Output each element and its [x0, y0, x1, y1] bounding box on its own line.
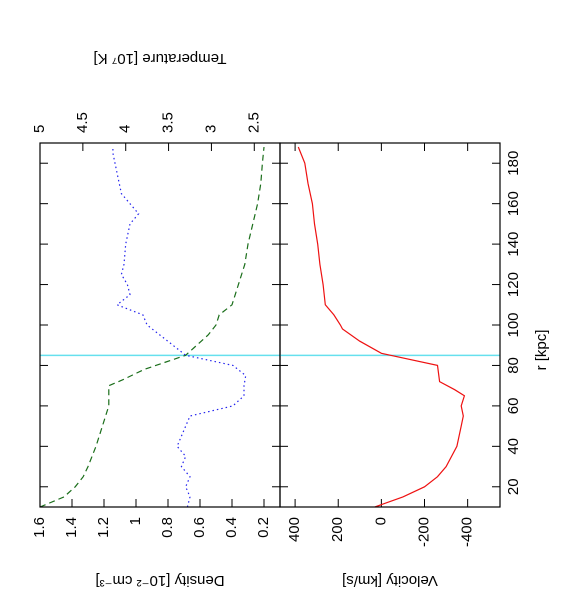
y-tick-label: 0	[372, 517, 389, 525]
y2-tick-label: 2.5	[245, 112, 262, 133]
y-tick-label: 1.2	[95, 517, 112, 538]
data-line	[39, 146, 265, 508]
x-tick-label: 80	[505, 357, 522, 374]
y2-tick-label: 5	[31, 125, 48, 133]
y2-tick-label: 3.5	[160, 112, 177, 133]
y-tick-label: 400	[286, 517, 303, 542]
y-tick-label: 0.6	[191, 517, 208, 538]
x-tick-label: 180	[505, 151, 522, 176]
y-tick-label: 0.8	[159, 517, 176, 538]
y-tick-label: 0.4	[223, 517, 240, 538]
y-tick-label: -200	[415, 517, 432, 547]
x-axis-label: r [kpc]	[533, 330, 550, 371]
y2-tick-label: 4.5	[74, 112, 91, 133]
y-axis-label: Velocity [km/s]	[342, 572, 438, 589]
x-tick-label: 20	[505, 478, 522, 495]
y-tick-label: 1.6	[31, 517, 48, 538]
y-axis-label: Density [10⁻² cm⁻³]	[95, 572, 224, 589]
y-tick-label: 1.4	[63, 517, 80, 538]
x-tick-label: 160	[505, 191, 522, 216]
y-tick-label: 0.2	[255, 517, 272, 538]
x-tick-label: 100	[505, 312, 522, 337]
y-tick-label: 1	[127, 517, 144, 525]
data-line	[297, 146, 466, 508]
plot-frame	[279, 142, 501, 508]
y2-tick-label: 4	[117, 125, 134, 133]
x-tick-label: 40	[505, 438, 522, 455]
plot-frame	[39, 142, 281, 508]
x-tick-label: 60	[505, 398, 522, 415]
y2-axis-label: Temperature [10⁷ K]	[94, 50, 227, 67]
x-tick-label: 140	[505, 232, 522, 257]
y-tick-label: 200	[329, 517, 346, 542]
y-tick-label: -400	[459, 517, 476, 547]
data-line	[112, 147, 247, 508]
y2-tick-label: 3	[202, 125, 219, 133]
x-tick-label: 120	[505, 272, 522, 297]
